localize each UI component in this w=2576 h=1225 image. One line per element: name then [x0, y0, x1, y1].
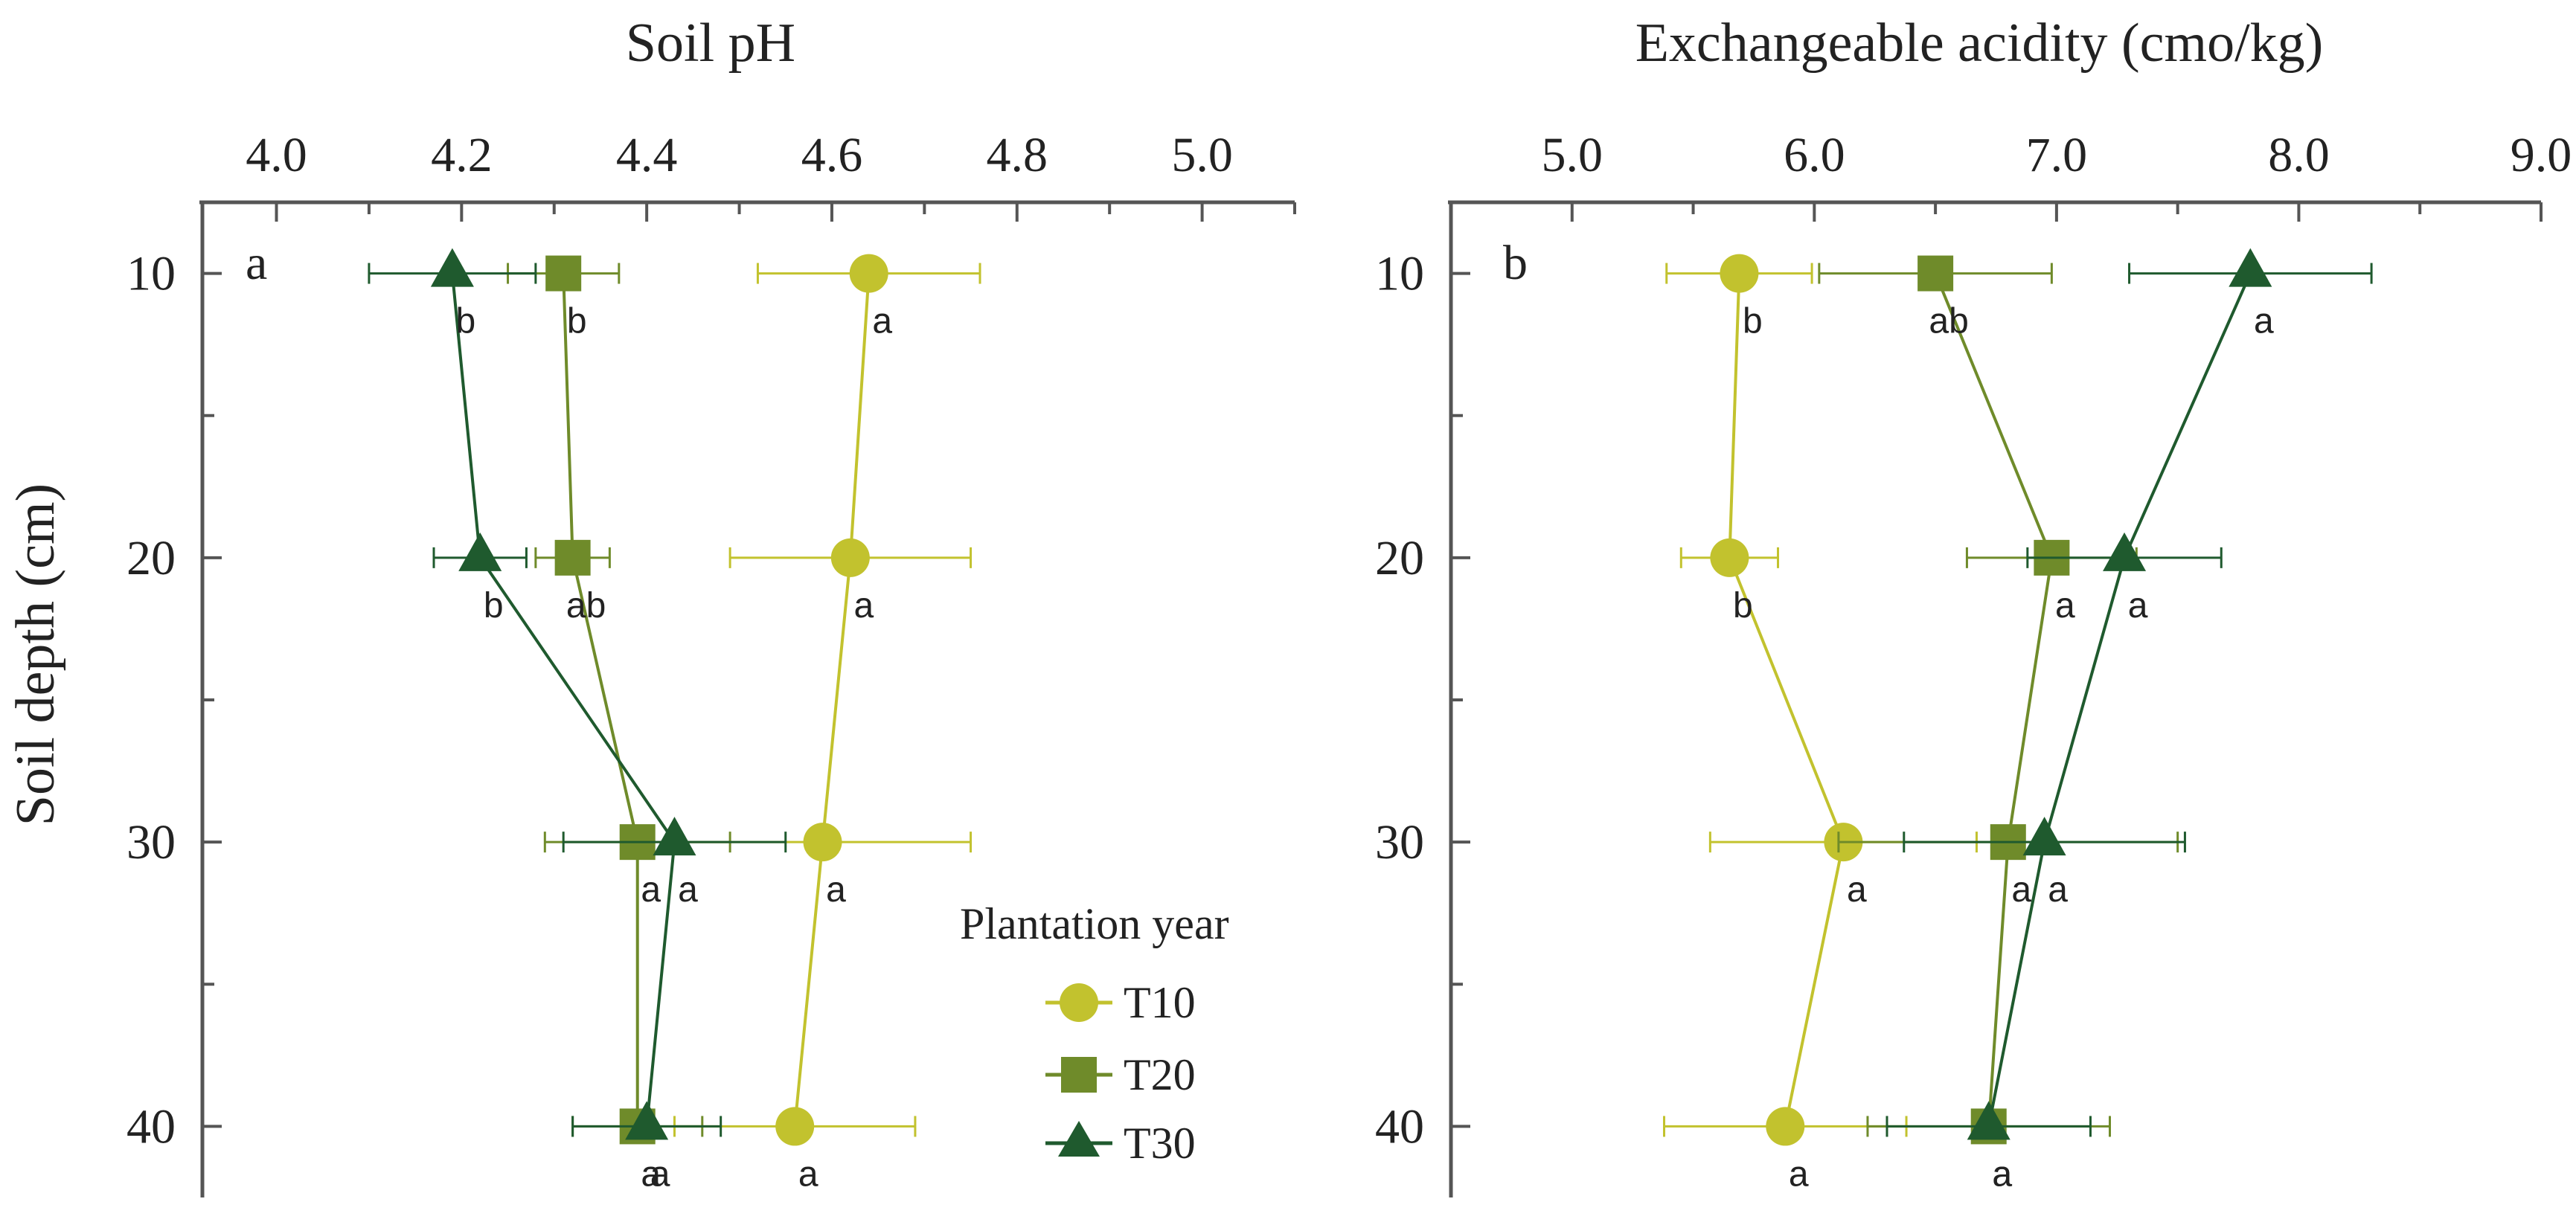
data-point: [554, 539, 591, 576]
panel-b-title: Exchangeable acidity (cmo/kg): [1635, 13, 2324, 74]
x-tick-label: 4.4: [616, 128, 678, 182]
data-point: [775, 1107, 815, 1146]
data-point: [1710, 538, 1749, 577]
data-point: [849, 254, 888, 293]
legend-entry-t20: T20: [1045, 1050, 1196, 1099]
significance-label: ab: [566, 586, 606, 626]
legend-title: Plantation year: [960, 899, 1229, 948]
series-t10: a a a a: [673, 254, 981, 1194]
y-tick-label: 20: [1375, 531, 1424, 585]
x-tick-label: 4.6: [801, 128, 863, 182]
significance-label: a: [1789, 1154, 1809, 1194]
panel-b-exchangeable-acidity: Exchangeable acidity (cmo/kg) b 5.0 6.0 7.…: [1375, 13, 2572, 1197]
data-point: [458, 532, 502, 571]
x-tick-label: 5.0: [1171, 128, 1233, 182]
x-tick-label: 4.8: [987, 128, 1048, 182]
legend-square-marker: [1061, 1057, 1097, 1093]
panel-a-ticks: 4.0 4.2 4.4 4.6 4.8 5.0 10 20 30 40: [126, 128, 1296, 1154]
legend-entry-t10: T10: [1045, 978, 1196, 1027]
significance-label: a: [2055, 586, 2075, 626]
data-point: [653, 817, 696, 856]
data-point: [830, 538, 870, 577]
y-axis-label: Soil depth (cm): [5, 483, 66, 826]
y-tick-label: 10: [126, 247, 176, 301]
legend-label-t10: T10: [1124, 978, 1196, 1027]
y-tick-label: 10: [1375, 247, 1424, 301]
series-line: [1987, 272, 2252, 1127]
panel-a-letter: a: [246, 236, 267, 290]
data-point: [625, 1101, 669, 1140]
legend-circle-marker: [1060, 983, 1098, 1022]
data-point: [1917, 255, 1954, 292]
series-line: [450, 273, 676, 1127]
legend-triangle-marker: [1058, 1121, 1100, 1157]
significance-label: ab: [1929, 302, 1968, 341]
significance-label: a: [1992, 1154, 2012, 1194]
y-tick-label: 40: [126, 1099, 176, 1154]
data-point: [1720, 254, 1759, 293]
significance-label: a: [641, 1154, 661, 1194]
y-tick-label: 40: [1375, 1099, 1424, 1154]
significance-label: a: [1992, 1154, 2012, 1194]
legend-entry-t30: T30: [1045, 1119, 1196, 1168]
series-t10: b b a a: [1662, 254, 1978, 1194]
significance-label: a: [853, 586, 874, 626]
data-point: [430, 248, 474, 287]
significance-label: b: [1743, 302, 1763, 341]
data-point: [545, 255, 582, 292]
significance-label: b: [484, 586, 504, 626]
data-point: [1766, 1107, 1805, 1146]
significance-label: a: [678, 870, 698, 910]
y-tick-label: 30: [126, 815, 176, 869]
y-tick-label: 20: [126, 531, 176, 585]
significance-label: a: [872, 302, 892, 341]
legend: Plantation year T10 T20 T30: [960, 899, 1229, 1168]
data-point: [803, 823, 842, 862]
legend-label-t20: T20: [1124, 1050, 1196, 1099]
data-point: [2022, 817, 2066, 856]
panel-a-soil-ph: Soil pH Soil depth (cm) a 4.0 4.2 4.4 4.6 4.…: [5, 13, 1296, 1197]
significance-label: a: [650, 1154, 670, 1194]
significance-label: a: [641, 870, 661, 910]
data-point: [2103, 532, 2147, 571]
x-tick-label: 4.2: [431, 128, 493, 182]
panel-b-letter: b: [1503, 236, 1528, 290]
series-line: [1728, 273, 1845, 1127]
data-point: [2229, 248, 2272, 287]
significance-label: a: [1847, 870, 1867, 910]
significance-label: a: [2011, 870, 2031, 910]
x-tick-label: 5.0: [1542, 128, 1603, 182]
x-tick-label: 6.0: [1784, 128, 1845, 182]
series-line: [562, 273, 639, 1127]
series-line: [1934, 272, 2054, 1127]
y-tick-label: 30: [1375, 815, 1424, 869]
significance-label: b: [456, 302, 476, 341]
significance-label: a: [798, 1154, 818, 1194]
x-tick-label: 4.0: [246, 128, 307, 182]
x-tick-label: 9.0: [2511, 128, 2572, 182]
significance-label: a: [2254, 302, 2274, 341]
significance-label: b: [1733, 586, 1753, 626]
panel-b-ticks: 5.0 6.0 7.0 8.0 9.0 10 20 30 40: [1375, 128, 2572, 1154]
data-point: [1967, 1101, 2011, 1140]
significance-label: a: [2048, 870, 2068, 910]
panel-a-title: Soil pH: [626, 13, 795, 74]
legend-label-t30: T30: [1124, 1119, 1196, 1168]
series-line: [793, 273, 871, 1127]
significance-label: b: [567, 302, 587, 341]
significance-label: a: [826, 870, 846, 910]
significance-label: a: [2128, 586, 2148, 626]
x-tick-label: 7.0: [2026, 128, 2088, 182]
x-tick-label: 8.0: [2268, 128, 2330, 182]
